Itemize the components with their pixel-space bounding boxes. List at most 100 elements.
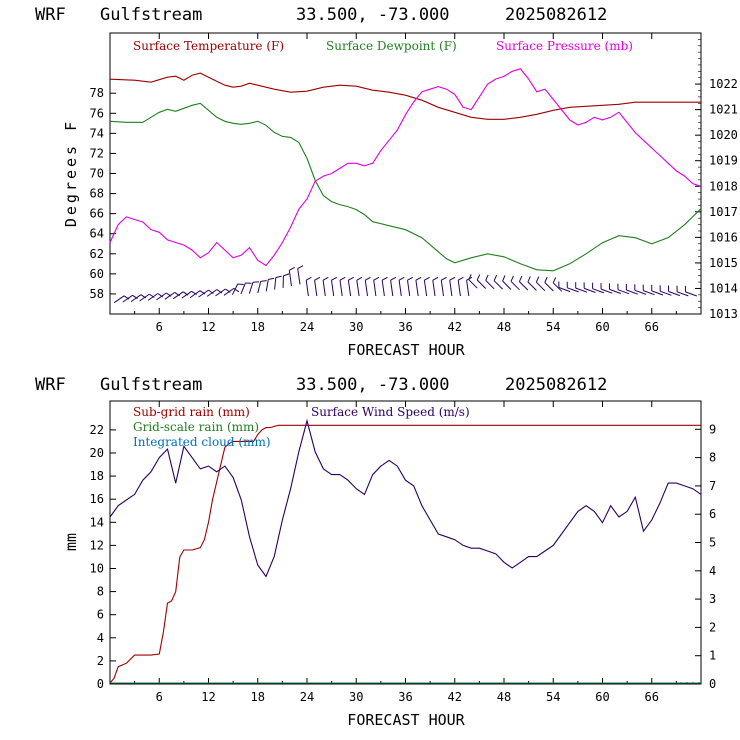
wind-barb — [423, 280, 428, 297]
y2-tick-label: 4 — [709, 564, 716, 578]
wind-barb — [189, 290, 201, 299]
y2-tick-label: 5 — [709, 536, 716, 550]
wind-barb — [535, 281, 546, 292]
wind-barb-feather — [535, 276, 540, 283]
legend-sub-grid-rain: Sub-grid rain (mm) — [133, 405, 250, 419]
panel-1-plot-frame — [109, 32, 702, 315]
wind-barb — [147, 293, 159, 301]
x-tick-label: 48 — [497, 690, 511, 704]
y-tick-label: 68 — [90, 187, 104, 201]
panel-2-y2-ticks: 0 1 2 3 4 5 6 7 8 9 — [695, 422, 716, 691]
panel-2-series — [109, 418, 702, 684]
panel-1-y-ticks: 58 60 62 64 66 68 70 72 74 76 78 — [90, 86, 116, 301]
wind-barb-feather — [297, 265, 304, 270]
wind-barb-feather — [339, 276, 346, 281]
wind-barb — [390, 280, 394, 297]
panel-2-y-axis-label: mm — [62, 533, 80, 551]
x-tick-label: 60 — [595, 690, 609, 704]
wind-barb-feather — [381, 276, 388, 281]
wind-barb — [617, 289, 630, 295]
wind-barb — [493, 280, 503, 290]
wind-barb-feather — [275, 275, 282, 279]
wind-barb-feather — [289, 266, 295, 271]
wind-barb — [626, 289, 638, 295]
x-tick-label: 66 — [645, 320, 659, 334]
wind-barb-feather — [268, 277, 275, 280]
panel-1-series — [109, 68, 702, 272]
panel-1-x-ticks: 6 12 18 24 30 36 42 48 54 60 66 — [134, 33, 677, 334]
panel-1-location: Gulfstream — [100, 5, 202, 25]
panel-2-x-axis-label: FORECAST HOUR — [347, 711, 465, 729]
panel-1-coords: 33.500, -73.000 — [296, 5, 450, 25]
wind-barb-feather — [415, 276, 422, 281]
wind-barb — [288, 270, 292, 287]
y-tick-label: 78 — [90, 86, 104, 100]
wind-barb — [468, 279, 478, 289]
y-tick-label: 16 — [90, 492, 104, 506]
legend-integrated-cloud: Integrated cloud (mm) — [133, 435, 271, 449]
wind-barb — [347, 280, 352, 297]
x-tick-label: 30 — [349, 690, 363, 704]
y-tick-label: 72 — [90, 146, 104, 160]
panel-2-y-ticks: 0 2 4 6 8 10 12 14 16 18 20 22 — [90, 423, 116, 691]
y-tick-label: 66 — [90, 207, 104, 221]
wind-barb-feather — [365, 276, 371, 281]
y2-tick-label: 7 — [709, 479, 716, 493]
wind-barb — [248, 282, 254, 294]
wind-barb — [449, 280, 453, 297]
wind-barb — [364, 280, 368, 297]
x-tick-label: 60 — [595, 320, 609, 334]
x-tick-label: 18 — [251, 320, 265, 334]
wind-barb-feather — [544, 276, 548, 283]
wind-barb-feather — [468, 274, 472, 280]
x-tick-label: 12 — [201, 320, 215, 334]
wind-barb — [297, 268, 301, 285]
wind-barb-feather — [485, 274, 489, 281]
wind-barb — [502, 280, 512, 290]
wind-barb — [466, 280, 470, 297]
y-tick-label: 74 — [90, 126, 104, 140]
panel-2-coords: 33.500, -73.000 — [296, 375, 450, 395]
panel-1-run: 2025082612 — [505, 5, 607, 25]
wind-barb-feather — [233, 287, 240, 293]
y-tick-label: 4 — [97, 631, 104, 645]
wind-barb — [156, 292, 167, 301]
x-tick-label: 24 — [300, 320, 314, 334]
wind-barb — [240, 282, 246, 295]
wind-barb-feather — [518, 275, 523, 282]
wind-barb — [685, 291, 697, 297]
wind-barb — [339, 280, 343, 297]
y-tick-label: 12 — [90, 538, 104, 552]
x-tick-label: 48 — [497, 320, 511, 334]
wind-barb — [519, 281, 529, 291]
series-line-surface-temperature-f — [109, 72, 701, 120]
wind-barb-feather — [331, 276, 338, 281]
wind-barb — [381, 280, 385, 297]
y-tick-label: 14 — [90, 515, 104, 529]
y2-tick-label: 0 — [709, 677, 716, 691]
wind-barb — [457, 280, 461, 297]
wind-barb — [164, 291, 175, 300]
y-tick-label: 58 — [90, 287, 104, 301]
panel-1-wind-barbs — [113, 265, 697, 304]
wind-barb — [322, 280, 326, 297]
wind-barb — [122, 294, 133, 303]
wind-barb — [274, 277, 277, 290]
wind-barb — [676, 291, 689, 297]
y2-tick-label: 6 — [709, 507, 716, 521]
x-tick-label: 30 — [349, 320, 363, 334]
legend-surface-temperature: Surface Temperature (F) — [133, 39, 284, 53]
legend-surface-pressure: Surface Pressure (mb) — [496, 39, 633, 53]
wind-barb — [265, 279, 269, 292]
series-line-surface-dewpoint-f — [109, 102, 702, 272]
wind-barb — [198, 289, 209, 298]
y-tick-label: 18 — [90, 469, 104, 483]
y-tick-label: 70 — [90, 167, 104, 181]
wind-barb-feather — [510, 275, 514, 282]
wind-barb-feather — [441, 276, 447, 281]
x-tick-label: 66 — [645, 690, 659, 704]
y-tick-label: 8 — [97, 585, 104, 599]
wind-barb — [567, 287, 579, 293]
wind-barb — [544, 282, 554, 292]
y2-tick-label: 3 — [709, 592, 716, 606]
